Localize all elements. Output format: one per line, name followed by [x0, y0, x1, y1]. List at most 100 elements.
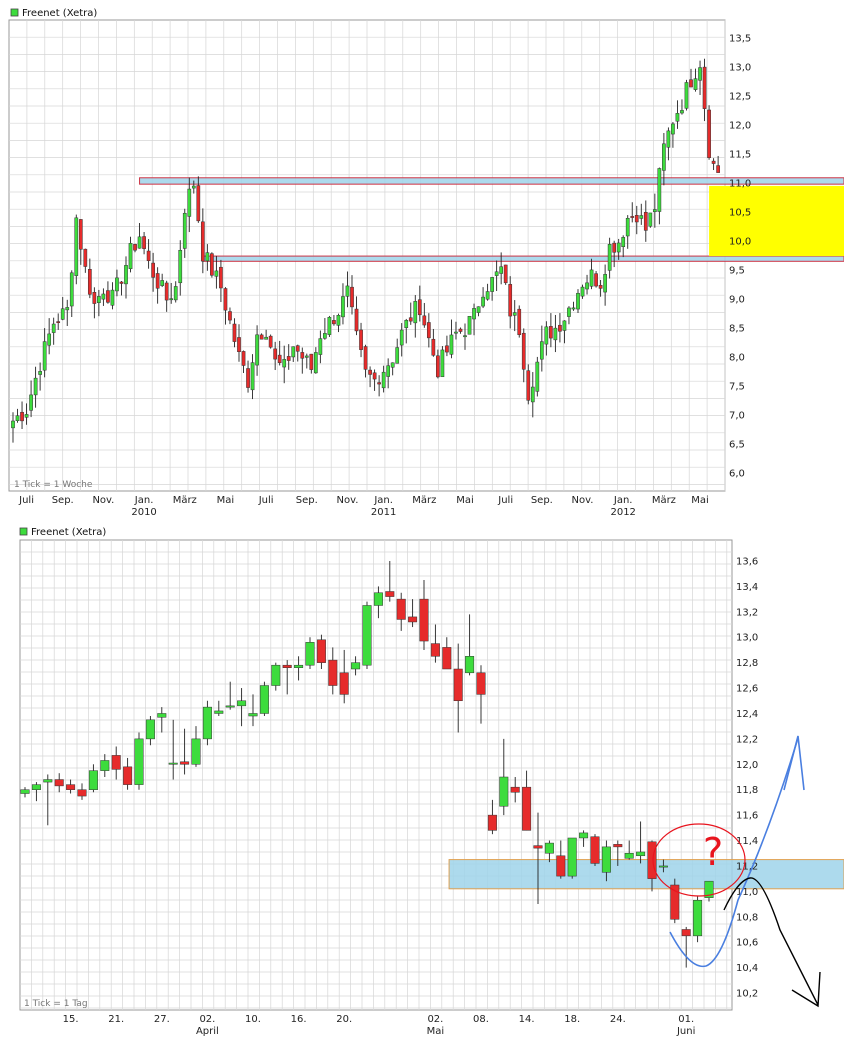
y-tick-label: 10,5: [729, 208, 751, 219]
candle-up: [693, 899, 703, 937]
candle-down: [442, 647, 452, 670]
y-tick-label: 13,2: [736, 607, 758, 618]
candle-up: [662, 143, 666, 171]
candle-up: [237, 700, 247, 707]
y-tick-label: 6,0: [729, 469, 745, 480]
candle-down: [487, 814, 497, 831]
candle-down: [670, 884, 680, 920]
candle-up: [454, 331, 458, 334]
candle-down: [232, 323, 237, 342]
candle-up: [318, 338, 323, 355]
candle-up: [214, 710, 224, 714]
candle-down: [508, 284, 513, 317]
x-month-label: Juli: [497, 495, 513, 506]
candle-up: [603, 274, 607, 293]
candle-up: [88, 770, 98, 790]
candle-down: [503, 264, 508, 284]
y-tick-label: 10,2: [736, 989, 758, 1000]
candle-down: [237, 337, 241, 352]
candle-down: [510, 786, 520, 793]
candle-up: [485, 291, 490, 300]
candle-down: [426, 322, 431, 339]
candle-down: [419, 598, 429, 642]
candle-down: [445, 345, 449, 353]
candle-down: [241, 351, 246, 366]
candle-up: [187, 188, 192, 217]
candle-up: [304, 355, 309, 358]
candle-up: [33, 377, 38, 396]
candle-up: [20, 789, 30, 794]
candle-down: [436, 355, 440, 378]
y-tick-label: 6,5: [729, 440, 745, 451]
candle-down: [228, 311, 232, 321]
candle-down: [598, 285, 603, 289]
candle-up: [225, 705, 235, 708]
candle-up: [562, 320, 567, 331]
x-month-label: Mai: [427, 1026, 445, 1037]
candle-up: [145, 719, 155, 740]
x-day-label: 15.: [63, 1014, 79, 1025]
candle-up: [168, 762, 178, 765]
candle-down: [268, 335, 273, 348]
x-month-label: April: [196, 1026, 219, 1037]
y-tick-label: 11,8: [736, 785, 758, 796]
daily-chart-candles: [20, 561, 714, 968]
x-month-label: Mai: [456, 495, 474, 506]
candle-down: [689, 79, 693, 88]
y-tick-label: 10,8: [736, 912, 758, 923]
daily-chart-grid: [20, 540, 732, 1010]
y-tick-label: 11,2: [736, 861, 758, 872]
x-month-label: März: [412, 495, 436, 506]
candle-up: [601, 846, 611, 873]
candle-up: [607, 244, 612, 271]
y-tick-label: 10,0: [729, 237, 751, 248]
y-tick-label: 12,4: [736, 709, 758, 720]
candle-down: [133, 244, 137, 251]
candle-up: [137, 236, 142, 249]
candle-up: [580, 286, 585, 297]
candle-down: [180, 761, 190, 765]
y-tick-label: 12,6: [736, 684, 758, 695]
candle-up: [589, 269, 594, 287]
x-day-label: 01.: [678, 1014, 694, 1025]
y-tick-label: 12,2: [736, 734, 758, 745]
candle-up: [271, 664, 281, 686]
candle-up: [110, 289, 115, 306]
candle-up: [101, 293, 106, 300]
x-day-label: 14.: [519, 1014, 535, 1025]
x-month-label: Sep.: [52, 495, 74, 506]
black-curve-arrow: [723, 877, 819, 1006]
x-year-label: 2012: [610, 507, 635, 518]
y-tick-label: 10,4: [736, 963, 758, 974]
candle-down: [20, 411, 24, 422]
candle-down: [219, 266, 223, 289]
weekly-chart-y-ticks: 13,5 13,0 12,5 12,0 11,5 11,0 10,5 10,0 9,5 9,0 8,…: [729, 34, 751, 480]
candle-down: [87, 269, 92, 295]
candle-up: [291, 346, 296, 358]
candle-down: [106, 290, 110, 303]
candle-down: [92, 292, 97, 304]
y-tick-label: 9,0: [729, 295, 745, 306]
x-day-label: 02.: [427, 1014, 443, 1025]
x-month-label: März: [173, 495, 197, 506]
y-tick-label: 11,4: [736, 836, 758, 847]
candle-down: [111, 755, 121, 770]
candle-down: [643, 211, 648, 231]
candle-up: [157, 713, 167, 718]
candle-up: [544, 842, 554, 854]
candle-up: [11, 420, 15, 429]
candle-up: [449, 334, 454, 355]
y-tick-label: 13,4: [736, 582, 758, 593]
candle-up: [544, 326, 549, 345]
candle-down: [556, 855, 566, 877]
y-tick-label: 11,6: [736, 811, 758, 822]
candle-up: [666, 130, 671, 148]
candle-up: [512, 312, 517, 316]
weekly-chart-candles: [11, 58, 720, 443]
candle-up: [294, 664, 304, 668]
x-month-label: Sep.: [531, 495, 553, 506]
candle-down: [282, 664, 292, 668]
candle-up: [381, 371, 386, 389]
x-day-label: 20.: [336, 1014, 352, 1025]
candle-up: [173, 286, 178, 301]
